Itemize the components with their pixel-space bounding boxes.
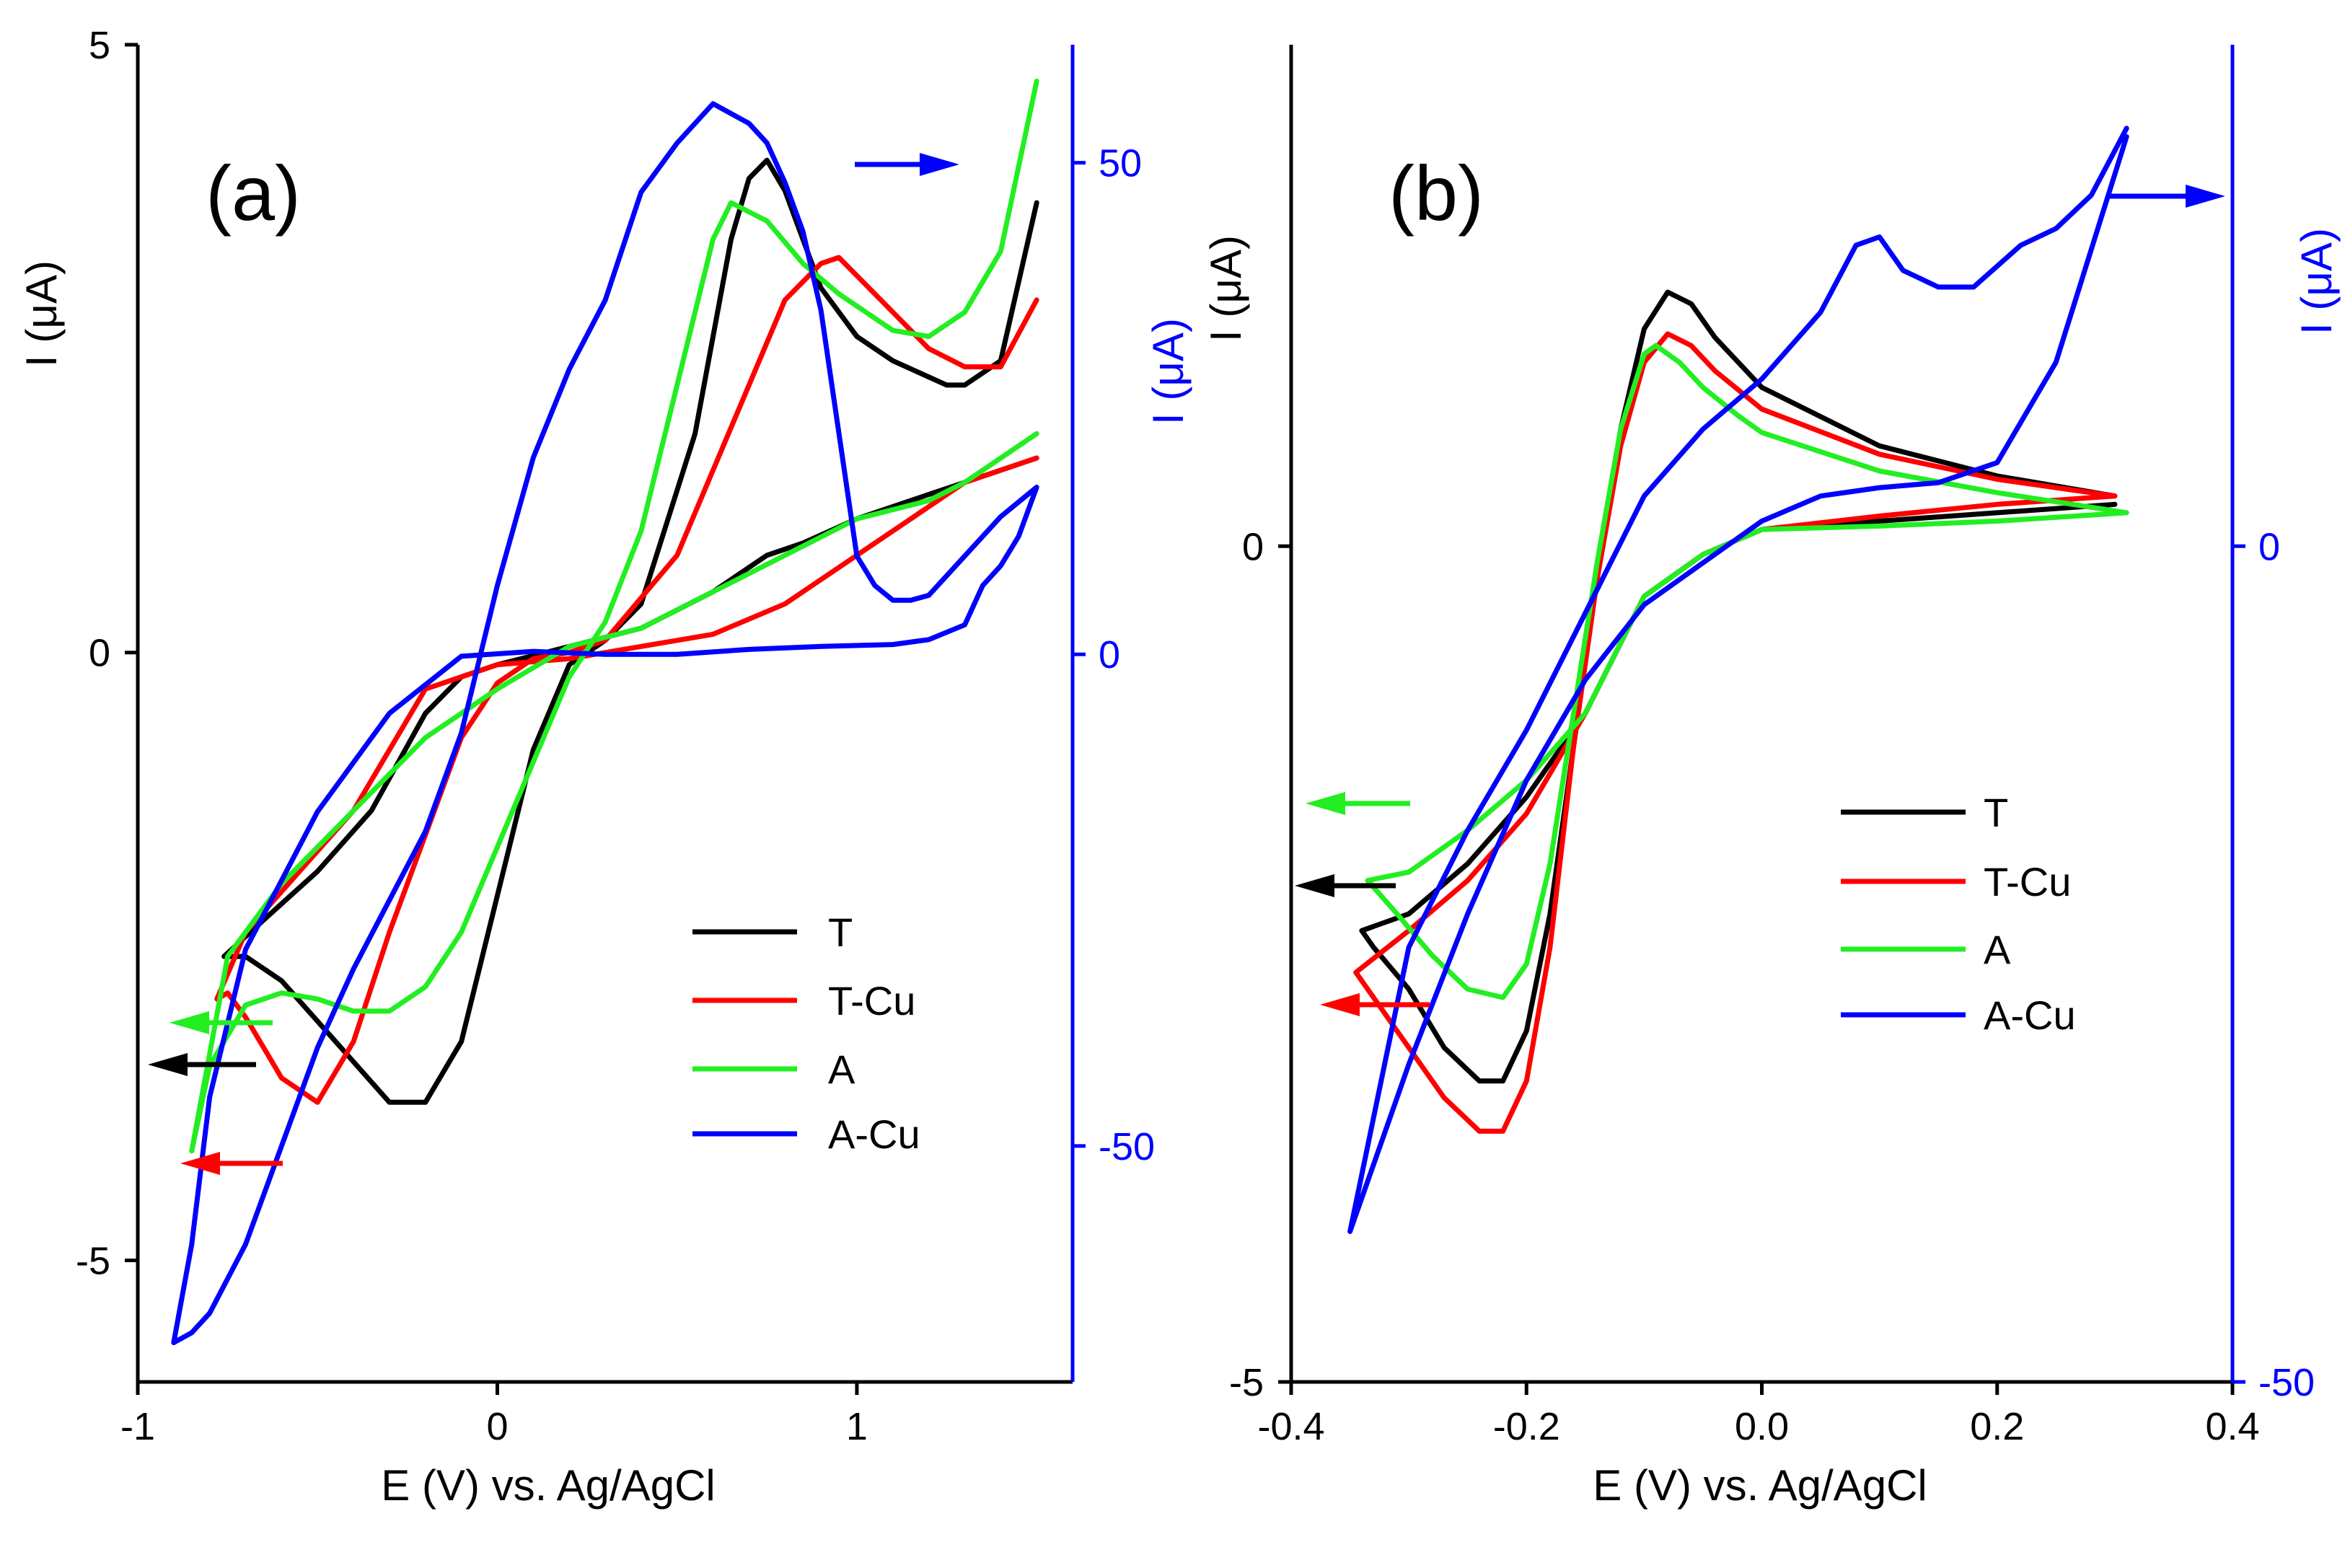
panel-a-red-arrow-left-icon [180,1152,283,1175]
panel-a-left-y-tick-label: 5 [89,24,110,67]
panel-b-label: (b) [1389,149,1484,237]
panel-a-left-axis-title: I (μA) [17,260,66,367]
panel-b-legend-label-t-cu: T-Cu [1984,859,2071,904]
panel-b-green-arrow-left-icon [1306,792,1410,815]
panel-b-legend: T T-Cu A A-Cu [1841,790,2076,1038]
panel-b-series-a [1365,343,2129,1000]
panel-b-black-arrow-left-icon [1295,874,1396,897]
panel-a-left-y-tick-label: -5 [76,1239,110,1282]
panel-a-series-a [189,79,1039,1154]
panel-b-series-a-cu [1347,125,2129,1234]
panel-a-left-y-tick-label: 0 [89,632,110,675]
panel-b-x-axis-title: E (V) vs. Ag/AgCl [1593,1461,1927,1510]
panel-a-x-tick-label: 1 [846,1405,868,1448]
panel-b-right-y-tick-label: -50 [2258,1361,2315,1404]
panel-a-green-arrow-left-icon [170,1011,273,1034]
panel-b-left-axis-title: I (μA) [1202,235,1250,342]
panel-a-series-t-cu [214,255,1039,1105]
panel-a-series-group [171,79,1039,1345]
panel-b-x-tick-label: -0.4 [1257,1405,1324,1448]
panel-b-x-tick-label: 0.4 [2205,1405,2259,1448]
panel-a-series-a-cu [171,101,1039,1345]
panel-b-left-y-tick-label: -5 [1229,1361,1264,1404]
panel-b-ticks: -0.4 -0.2 0.0 0.2 0.4-50-500 [1229,525,2315,1448]
panel-a-legend-label-t: T [828,909,853,955]
panel-a-right-y-tick-label: -50 [1099,1125,1155,1168]
panel-a-right-y-tick-label: 0 [1099,633,1120,677]
panel-a-right-y-tick-label: 50 [1099,142,1142,185]
panel-a-black-arrow-left-icon [148,1053,256,1076]
panel-a-legend: T T-Cu A A-Cu [692,909,920,1157]
panel-b-x-tick-label: 0.2 [1970,1405,2024,1448]
panel-b-red-arrow-left-icon [1320,993,1430,1016]
panel-a-blue-arrow-right-icon [855,153,959,176]
panel-a-legend-label-t-cu: T-Cu [828,978,915,1023]
panel-b-left-y-tick-label: 0 [1242,525,1264,568]
panel-a-x-axis-title: E (V) vs. Ag/AgCl [381,1461,715,1510]
panel-a-legend-label-a: A [828,1047,855,1092]
panel-a-label: (a) [206,149,301,237]
panel-a-right-axis-title: I (μA) [1144,318,1192,425]
panel-b-blue-arrow-right-icon [2110,185,2225,208]
panel-b-series-group [1347,125,2129,1234]
panel-b-legend-label-a-cu: A-Cu [1984,992,2076,1038]
panel-b-chart: -0.4 -0.2 0.0 0.2 0.4-50-500 E (V) vs. Ag/Ag… [1202,45,2341,1510]
panel-a-x-tick-label: 0 [486,1405,508,1448]
panel-b-legend-label-t: T [1984,790,2008,835]
panel-b-legend-label-a: A [1984,927,2011,972]
panel-b-x-tick-label: 0.0 [1735,1405,1789,1448]
panel-a-x-tick-label: -1 [120,1405,155,1448]
panel-b-right-y-tick-label: 0 [2258,525,2280,568]
panel-b-x-tick-label: -0.2 [1493,1405,1560,1448]
panel-b-right-axis-title: I (μA) [2292,228,2341,335]
panel-a-legend-label-a-cu: A-Cu [828,1111,920,1157]
